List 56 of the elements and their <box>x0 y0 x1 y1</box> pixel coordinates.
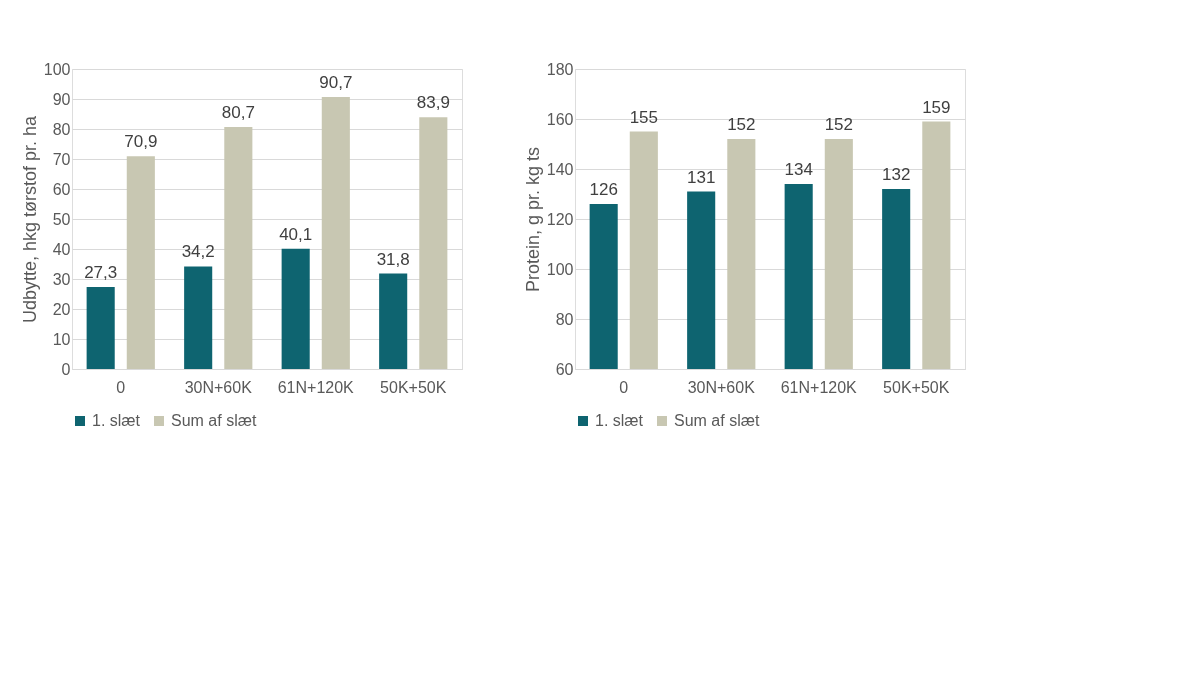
y-axis-title: Protein, g pr. kg ts <box>522 146 543 293</box>
y-tick-label: 90 <box>52 90 71 108</box>
x-tick-label: 50K+50K <box>883 378 950 396</box>
y-tick-label: 80 <box>52 120 71 138</box>
bar <box>86 287 115 369</box>
data-label: 126 <box>589 180 618 199</box>
data-label: 34,2 <box>181 242 215 262</box>
data-label: 152 <box>727 115 756 134</box>
y-axis-title: Udbytte, hkg tørstof pr. ha <box>19 114 40 324</box>
bar <box>126 156 155 369</box>
bar <box>224 126 253 369</box>
x-tick-label: 61N+120K <box>780 378 858 396</box>
legend-label: 1. slæt <box>595 412 644 429</box>
bar <box>379 273 408 369</box>
x-tick-label: 30N+60K <box>184 378 253 396</box>
x-tick-label: 61N+120K <box>277 378 355 396</box>
y-tick-label: 0 <box>61 360 71 378</box>
data-label: 80,7 <box>221 102 255 122</box>
bar <box>281 248 310 369</box>
legend-label: Sum af slæt <box>674 412 760 429</box>
data-label: 40,1 <box>279 224 313 244</box>
y-tick-label: 160 <box>546 110 574 128</box>
y-tick-label: 120 <box>546 210 574 228</box>
y-tick-label: 50 <box>52 210 71 228</box>
x-tick-label: 50K+50K <box>380 378 447 396</box>
bar <box>419 117 448 369</box>
data-label: 159 <box>922 97 951 117</box>
data-label: 27,3 <box>84 263 118 283</box>
bar <box>321 96 350 369</box>
data-label: 90,7 <box>319 72 353 92</box>
data-label: 155 <box>629 107 659 127</box>
y-tick-label: 100 <box>43 60 71 78</box>
bar <box>184 266 213 369</box>
data-label: 31,8 <box>376 249 410 269</box>
y-tick-label: 60 <box>52 180 71 198</box>
y-tick-label: 100 <box>546 260 574 278</box>
data-label: 132 <box>881 165 911 184</box>
y-tick-label: 20 <box>52 300 71 318</box>
data-label: 70,9 <box>124 132 158 152</box>
data-label: 152 <box>824 115 854 134</box>
y-tick-label: 10 <box>52 330 71 348</box>
data-label: 134 <box>784 160 813 179</box>
x-tick-label: 0 <box>116 378 126 396</box>
y-tick-label: 70 <box>52 150 71 168</box>
y-tick-label: 140 <box>546 160 574 178</box>
y-tick-label: 60 <box>555 360 574 378</box>
x-tick-label: 30N+60K <box>687 378 756 396</box>
y-tick-label: 80 <box>555 310 574 328</box>
y-tick-label: 30 <box>52 270 71 288</box>
legend-label: Sum af slæt <box>171 412 257 429</box>
y-tick-label: 40 <box>52 240 71 258</box>
legend-label: 1. slæt <box>92 412 141 429</box>
y-tick-label: 180 <box>546 60 574 78</box>
x-tick-label: 0 <box>619 378 629 396</box>
data-label: 131 <box>686 167 716 187</box>
data-label: 83,9 <box>416 93 450 113</box>
